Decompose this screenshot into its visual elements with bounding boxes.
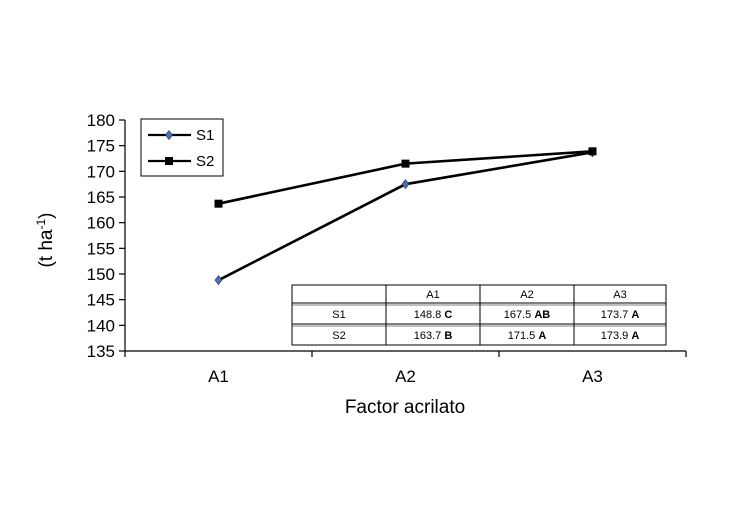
table-row-label: S1 <box>332 309 345 321</box>
table-header-cell: A2 <box>520 289 533 301</box>
y-tick-label: 180 <box>87 111 115 130</box>
series-s2 <box>214 147 597 208</box>
y-tick-label: 150 <box>87 265 115 284</box>
table-cell-letter: A <box>538 330 546 342</box>
table-row: S2 163.7 B 171.5 A 173.9 A <box>332 330 639 342</box>
data-point <box>214 199 223 208</box>
y-tick-label: 155 <box>87 239 115 258</box>
data-point <box>214 275 223 286</box>
y-tick-label: 175 <box>87 137 115 156</box>
table-cell: 171.5 A <box>508 330 547 342</box>
y-tick-label: 160 <box>87 214 115 233</box>
table-cell: 167.5 AB <box>504 309 551 321</box>
legend-label: S1 <box>196 127 214 144</box>
x-axis: A1 A2 A3 <box>124 350 687 386</box>
y-tick-label: 170 <box>87 162 115 181</box>
legend-box <box>140 118 224 177</box>
data-point <box>401 159 410 168</box>
series-line <box>217 151 593 282</box>
x-tick-label: A3 <box>582 367 603 386</box>
table-cell-letter: A <box>631 309 639 321</box>
series <box>214 147 597 286</box>
table-header-cell: A3 <box>613 289 626 301</box>
data-point <box>588 147 597 156</box>
table-cell-value: 173.7 <box>601 309 632 321</box>
y-tick-label: 135 <box>87 342 115 361</box>
y-axis: 135 140 145 150 155 160 165 170 175 180 <box>87 111 126 361</box>
table-cell-letter: AB <box>534 309 550 321</box>
x-axis-title: Factor acrilato <box>345 397 465 418</box>
table-cell-value: 171.5 <box>508 330 539 342</box>
y-axis-title: (t ha-1) <box>34 212 57 267</box>
y-tick-label: 145 <box>87 291 115 310</box>
x-tick-label: A2 <box>395 367 416 386</box>
table-cell-value: 148.8 <box>414 309 445 321</box>
y-tick-label: 165 <box>87 188 115 207</box>
table-frame <box>291 284 667 346</box>
series-line <box>218 150 593 205</box>
table-cell-value: 163.7 <box>414 330 445 342</box>
series-s1 <box>214 147 597 286</box>
legend: S1 S2 <box>140 118 224 177</box>
y-axis-title-sup: -1 <box>34 218 48 229</box>
table-cell-value: 167.5 <box>504 309 535 321</box>
legend-item: S2 <box>148 153 214 170</box>
table-cell: 148.8 C <box>414 309 453 321</box>
y-axis-title-text: (t ha <box>36 229 57 267</box>
legend-item: S1 <box>148 127 214 144</box>
table-cell-letter: B <box>444 330 452 342</box>
y-axis-title-close: ) <box>36 212 57 218</box>
table-row: S1 148.8 C 167.5 AB 173.7 A <box>332 309 639 321</box>
table-cell: 163.7 B <box>414 330 453 342</box>
table-row-label: S2 <box>332 330 345 342</box>
x-tick-label: A1 <box>208 367 229 386</box>
table-cell: 173.7 A <box>601 309 640 321</box>
table-cell-letter: A <box>631 330 639 342</box>
data-point <box>401 179 410 190</box>
legend-marker <box>165 130 173 140</box>
legend-label: S2 <box>196 153 214 170</box>
table-cell: 173.9 A <box>601 330 640 342</box>
table-cell-value: 173.9 <box>601 330 632 342</box>
legend-marker <box>165 157 173 165</box>
table-cell-letter: C <box>444 309 452 321</box>
y-tick-label: 140 <box>87 316 115 335</box>
table-header-cell: A1 <box>426 289 439 301</box>
